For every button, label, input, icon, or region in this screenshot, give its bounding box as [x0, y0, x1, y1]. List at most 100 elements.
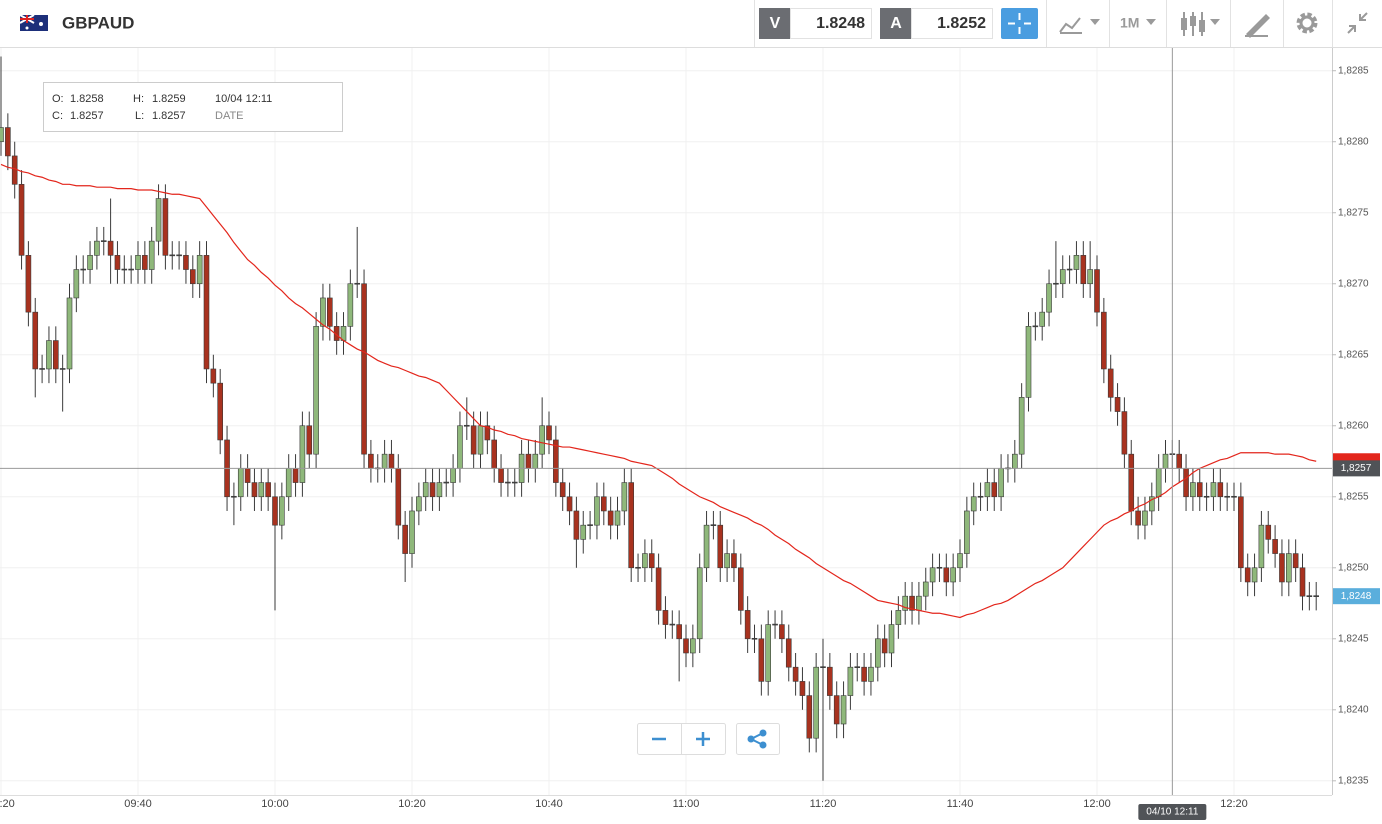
- candle-body: [1032, 325, 1039, 328]
- candle-body: [669, 623, 676, 626]
- candle-body: [100, 240, 107, 242]
- candle-body: [847, 666, 854, 696]
- candle-body: [813, 666, 819, 739]
- candle-body: [1135, 510, 1141, 526]
- candle-body: [1162, 453, 1169, 469]
- candle-body: [422, 482, 429, 498]
- candle-body: [299, 425, 306, 483]
- candle-body: [929, 567, 936, 583]
- candle-body: [142, 255, 148, 270]
- candle-body: [922, 581, 929, 597]
- candle-body: [1190, 482, 1196, 498]
- candle-body: [998, 468, 1004, 498]
- crosshair-price-label: 1,8257: [1341, 463, 1372, 474]
- candle-body: [751, 637, 758, 640]
- candle-body: [840, 695, 847, 725]
- sell-price[interactable]: 1.8248: [816, 15, 865, 32]
- candle-style-button[interactable]: [1181, 12, 1220, 36]
- candle-body: [231, 495, 237, 498]
- candle-body: [1313, 595, 1319, 597]
- candle-body: [703, 524, 710, 569]
- sell-price-box[interactable]: [790, 8, 872, 39]
- candle-body: [361, 283, 367, 455]
- fullscreen-button[interactable]: [1347, 12, 1368, 34]
- candle-body: [313, 326, 319, 455]
- candle-body: [429, 482, 436, 498]
- flag: [19, 14, 48, 31]
- candle-body: [368, 453, 374, 469]
- sell-label-box[interactable]: [759, 8, 790, 39]
- tooltip-box: [43, 82, 343, 132]
- candle-body: [758, 638, 765, 682]
- buy-label[interactable]: A: [890, 15, 902, 32]
- tooltip-label: L:: [135, 110, 144, 122]
- candle-body: [484, 425, 491, 441]
- header-bar: [0, 0, 1382, 47]
- candle-body: [1203, 495, 1210, 498]
- candle-body: [573, 510, 580, 540]
- candle-body: [772, 623, 778, 626]
- candle-body: [66, 297, 73, 370]
- candle-body: [1066, 268, 1073, 271]
- candle-body: [943, 567, 950, 583]
- candle-body: [237, 468, 244, 498]
- candle-body: [1244, 567, 1251, 583]
- buy-price[interactable]: 1.8252: [937, 15, 986, 32]
- buy-price-box[interactable]: [911, 8, 993, 39]
- candle-body: [642, 553, 648, 569]
- candle-body: [539, 425, 545, 455]
- candle-body: [354, 282, 361, 285]
- candle-body: [731, 553, 737, 569]
- candle-body: [1080, 255, 1087, 285]
- candle-body: [59, 368, 66, 370]
- y-tick-label: 1,8260: [1338, 420, 1369, 431]
- tooltip-value: 1.8257: [152, 110, 186, 122]
- candle-body: [279, 496, 285, 526]
- sell-label[interactable]: V: [770, 15, 781, 32]
- candle-body: [1251, 567, 1258, 583]
- candle-body: [258, 482, 265, 498]
- candle-body: [785, 638, 792, 668]
- candle-body: [594, 496, 600, 526]
- y-tick-label: 1,8280: [1338, 136, 1369, 147]
- candle-body: [1258, 524, 1265, 569]
- candle-body: [5, 127, 11, 157]
- candle-body: [463, 424, 470, 427]
- settings-button[interactable]: [1296, 12, 1318, 34]
- candle-body: [470, 425, 477, 455]
- y-tick-label: 1,8265: [1338, 349, 1369, 360]
- draw-tool-button[interactable]: [1245, 14, 1270, 38]
- candle-body: [1025, 326, 1032, 398]
- candle-body: [806, 695, 813, 739]
- candle-body: [1272, 539, 1278, 554]
- tooltip-value: 1.8258: [70, 93, 104, 105]
- buy-label-box[interactable]: [880, 8, 911, 39]
- x-tick-label: 10:00: [261, 798, 289, 810]
- tooltip-label: C:: [52, 110, 63, 122]
- candle-body: [1059, 269, 1066, 285]
- zoom-in-button[interactable]: [696, 732, 710, 746]
- share-button[interactable]: [747, 729, 767, 749]
- candle-body: [1292, 553, 1299, 569]
- candle-body: [881, 638, 888, 654]
- candle-body: [320, 297, 326, 327]
- crosshair-time-label: 04/10 12:11: [1146, 807, 1199, 818]
- candle-body: [861, 666, 867, 682]
- candle-body: [1231, 495, 1237, 498]
- candle-body: [1046, 283, 1052, 313]
- crosshair-button[interactable]: [1001, 8, 1038, 39]
- candle-body: [635, 566, 641, 569]
- tooltip-date-label: DATE: [215, 110, 244, 122]
- timeframe-caret[interactable]: [1146, 19, 1156, 25]
- candle-body: [744, 610, 751, 640]
- chart-type-button[interactable]: [1059, 17, 1100, 34]
- candle-body: [888, 624, 895, 654]
- candle-body: [272, 496, 278, 526]
- crosshair-time-tag: [1138, 804, 1207, 820]
- timeframe[interactable]: 1M: [1120, 15, 1139, 31]
- candle-body: [436, 482, 443, 498]
- candle-body: [217, 382, 223, 441]
- candle-body: [94, 240, 100, 256]
- candle-body: [546, 425, 552, 441]
- share-box[interactable]: [736, 723, 780, 755]
